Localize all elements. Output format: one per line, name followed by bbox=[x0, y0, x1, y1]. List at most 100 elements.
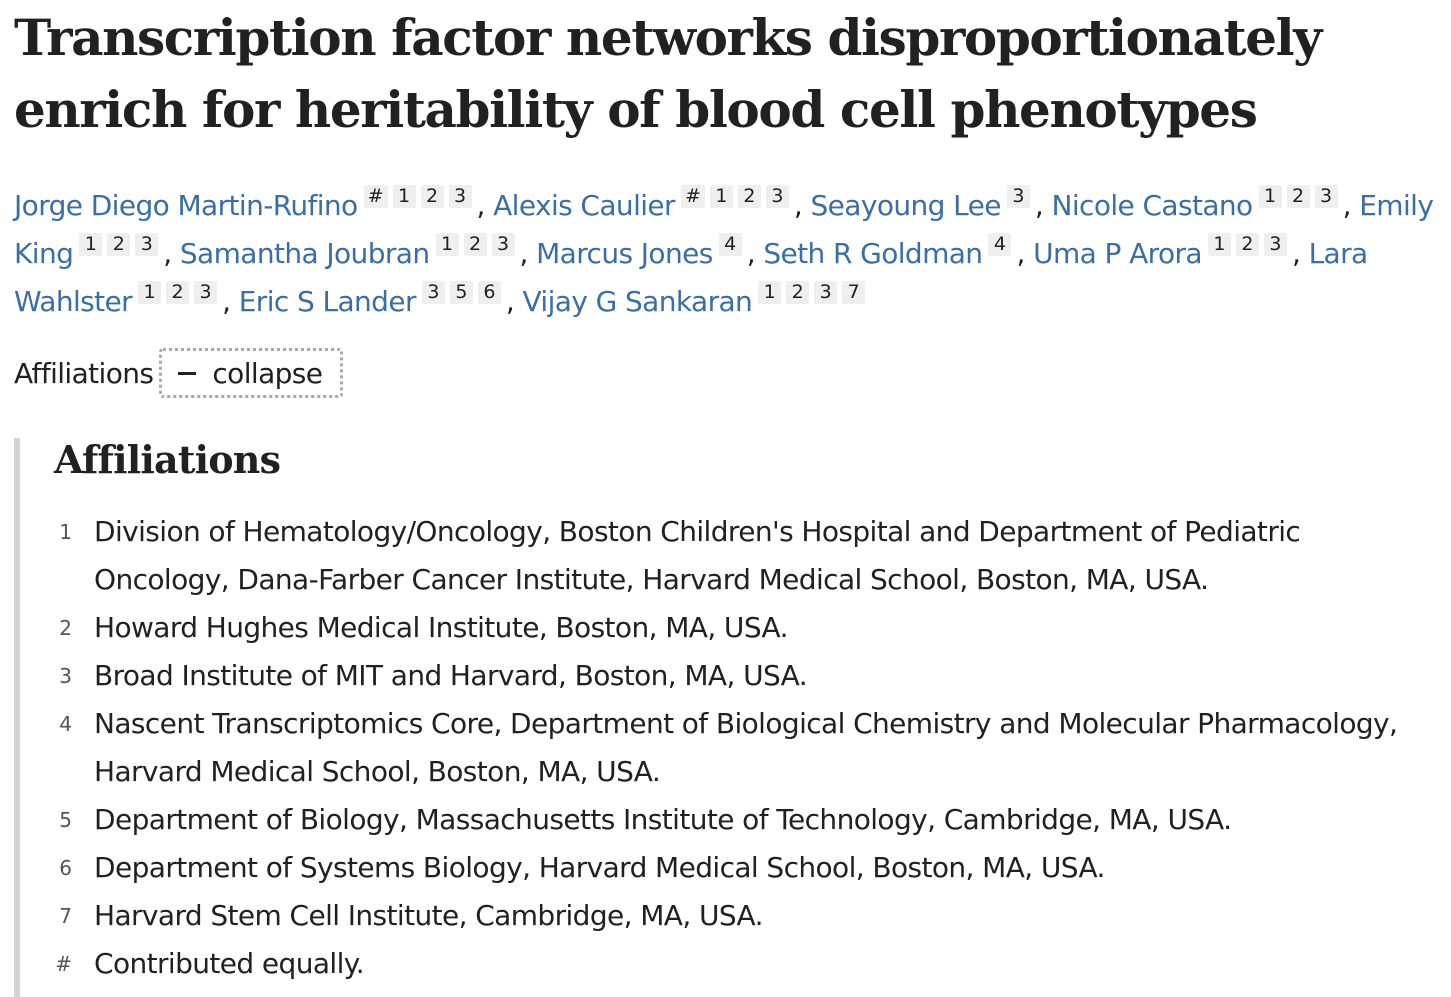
author-separator: , bbox=[519, 237, 537, 270]
affiliation-ref-badge[interactable]: 3 bbox=[1263, 232, 1287, 256]
affiliation-ref-badge[interactable]: 2 bbox=[737, 184, 761, 208]
affiliation-number: 6 bbox=[59, 856, 72, 880]
affiliation-number: # bbox=[55, 952, 72, 976]
author-name-link[interactable]: Marcus Jones bbox=[536, 237, 713, 270]
affiliation-ref-badge[interactable]: 3 bbox=[194, 280, 218, 304]
author-separator: , bbox=[1016, 237, 1034, 270]
affiliation-ref-badge[interactable]: 2 bbox=[1235, 232, 1259, 256]
affiliation-ref-badge[interactable]: 1 bbox=[435, 232, 459, 256]
minus-icon bbox=[178, 371, 197, 375]
affiliation-number: 1 bbox=[59, 520, 72, 544]
affiliations-label: Affiliations bbox=[14, 356, 154, 390]
affiliation-number: 5 bbox=[59, 808, 72, 832]
affiliation-item: # Contributed equally. bbox=[20, 940, 1420, 988]
affiliation-text: Nascent Transcriptomics Core, Department… bbox=[94, 707, 1398, 788]
author-separator: , bbox=[505, 285, 523, 318]
affiliation-ref-badge[interactable]: 2 bbox=[786, 280, 810, 304]
author-name-link[interactable]: Alexis Caulier bbox=[493, 189, 675, 222]
affiliation-item: 3 Broad Institute of MIT and Harvard, Bos… bbox=[20, 652, 1420, 700]
affiliation-number: 4 bbox=[59, 712, 72, 736]
affiliation-ref-badge[interactable]: 4 bbox=[718, 232, 742, 256]
author-separator: , bbox=[1291, 237, 1309, 270]
affiliation-ref-badge[interactable]: 1 bbox=[758, 280, 782, 304]
affiliation-ref-badge[interactable]: 1 bbox=[79, 232, 103, 256]
affiliation-ref-badge[interactable]: 3 bbox=[1314, 184, 1338, 208]
affiliation-ref-badge[interactable]: # bbox=[680, 184, 705, 208]
author-separator: , bbox=[222, 285, 239, 318]
author-separator: , bbox=[746, 237, 764, 270]
affiliation-ref-badge[interactable]: 1 bbox=[1207, 232, 1231, 256]
affiliation-ref-badge[interactable]: 1 bbox=[1258, 184, 1282, 208]
author-list: Jorge Diego Martin-Rufino #1 2 3, Alexis Ca… bbox=[14, 182, 1444, 326]
author-name-link[interactable]: Lara Wahlster bbox=[14, 237, 1368, 318]
affiliation-ref-badge[interactable]: 2 bbox=[463, 232, 487, 256]
affiliation-text: Contributed equally. bbox=[94, 947, 365, 980]
author-separator: , bbox=[1342, 189, 1360, 222]
affiliation-ref-badge[interactable]: 1 bbox=[709, 184, 733, 208]
affiliations-panel: Affiliations 1 Division of Hematology/Onc… bbox=[14, 437, 1434, 997]
affiliation-ref-badge[interactable]: 3 bbox=[421, 280, 445, 304]
affiliation-ref-badge[interactable]: 2 bbox=[1286, 184, 1310, 208]
affiliation-ref-badge[interactable]: 3 bbox=[491, 232, 515, 256]
author-name-link[interactable]: Samantha Joubran bbox=[179, 237, 430, 270]
author-separator: , bbox=[476, 189, 494, 222]
author-name-link[interactable]: Vijay G Sankaran bbox=[522, 285, 753, 318]
author-affiliation-refs: 3 bbox=[1006, 184, 1035, 222]
affiliations-heading: Affiliations bbox=[54, 437, 281, 482]
author-name-link[interactable]: Jorge Diego Martin-Rufino bbox=[14, 189, 358, 222]
affiliation-ref-badge[interactable]: 1 bbox=[138, 280, 162, 304]
affiliation-item: 2 Howard Hughes Medical Institute, Boston… bbox=[20, 604, 1420, 652]
affiliation-ref-badge[interactable]: 5 bbox=[449, 280, 473, 304]
affiliation-text: Howard Hughes Medical Institute, Boston,… bbox=[94, 611, 788, 644]
affiliation-text: Broad Institute of MIT and Harvard, Bost… bbox=[94, 659, 808, 692]
author-separator: , bbox=[163, 237, 180, 270]
affiliation-item: 1 Division of Hematology/Oncology, Boston… bbox=[20, 508, 1420, 604]
affiliation-ref-badge[interactable]: 3 bbox=[448, 184, 472, 208]
affiliation-ref-badge[interactable]: # bbox=[363, 184, 388, 208]
author-name-link[interactable]: Seth R Goldman bbox=[763, 237, 983, 270]
affiliation-ref-badge[interactable]: 3 bbox=[765, 184, 789, 208]
affiliations-list: 1 Division of Hematology/Oncology, Boston… bbox=[20, 508, 1420, 988]
affiliation-ref-badge[interactable]: 2 bbox=[420, 184, 444, 208]
author-name-link[interactable]: Nicole Castano bbox=[1051, 189, 1254, 222]
affiliation-ref-badge[interactable]: 6 bbox=[477, 280, 501, 304]
author-name-link[interactable]: Seayoung Lee bbox=[810, 189, 1002, 222]
affiliation-text: Division of Hematology/Oncology, Boston … bbox=[94, 515, 1301, 596]
author-affiliation-refs: 4 bbox=[718, 232, 747, 270]
affiliation-ref-badge[interactable]: 3 bbox=[1006, 184, 1030, 208]
affiliation-ref-badge[interactable]: 2 bbox=[107, 232, 131, 256]
author-name-link[interactable]: Emily King bbox=[14, 189, 1434, 270]
affiliation-item: 7 Harvard Stem Cell Institute, Cambridge,… bbox=[20, 892, 1420, 940]
affiliation-ref-badge[interactable]: 2 bbox=[166, 280, 190, 304]
author-affiliation-refs: #1 2 3 bbox=[680, 184, 794, 222]
affiliation-ref-badge[interactable]: 1 bbox=[392, 184, 416, 208]
article-header: Transcription factor networks disproport… bbox=[14, 0, 1444, 398]
affiliation-item: 4 Nascent Transcriptomics Core, Departmen… bbox=[20, 700, 1420, 796]
affiliation-ref-badge[interactable]: 7 bbox=[842, 280, 866, 304]
author-affiliation-refs: #1 2 3 bbox=[363, 184, 477, 222]
affiliation-ref-badge[interactable]: 3 bbox=[814, 280, 838, 304]
author-affiliation-refs: 4 bbox=[988, 232, 1016, 270]
author-name-link[interactable]: Uma P Arora bbox=[1033, 237, 1202, 270]
affiliation-number: 3 bbox=[59, 664, 72, 688]
collapse-button-label: collapse bbox=[212, 356, 323, 390]
affiliations-toggle-row: Affiliations collapse bbox=[14, 348, 1444, 398]
affiliation-text: Department of Systems Biology, Harvard M… bbox=[94, 851, 1105, 884]
affiliation-text: Department of Biology, Massachusetts Ins… bbox=[94, 803, 1232, 836]
article-title: Transcription factor networks disproport… bbox=[14, 8, 1322, 139]
affiliations-collapse-button[interactable]: collapse bbox=[159, 348, 344, 398]
author-name-link[interactable]: Eric S Lander bbox=[238, 285, 417, 318]
affiliation-ref-badge[interactable]: 4 bbox=[988, 232, 1012, 256]
affiliation-item: 6 Department of Systems Biology, Harvard … bbox=[20, 844, 1420, 892]
affiliation-ref-badge[interactable]: 3 bbox=[135, 232, 159, 256]
author-separator: , bbox=[1034, 189, 1052, 222]
author-separator: , bbox=[793, 189, 811, 222]
affiliation-text: Harvard Stem Cell Institute, Cambridge, … bbox=[94, 899, 764, 932]
